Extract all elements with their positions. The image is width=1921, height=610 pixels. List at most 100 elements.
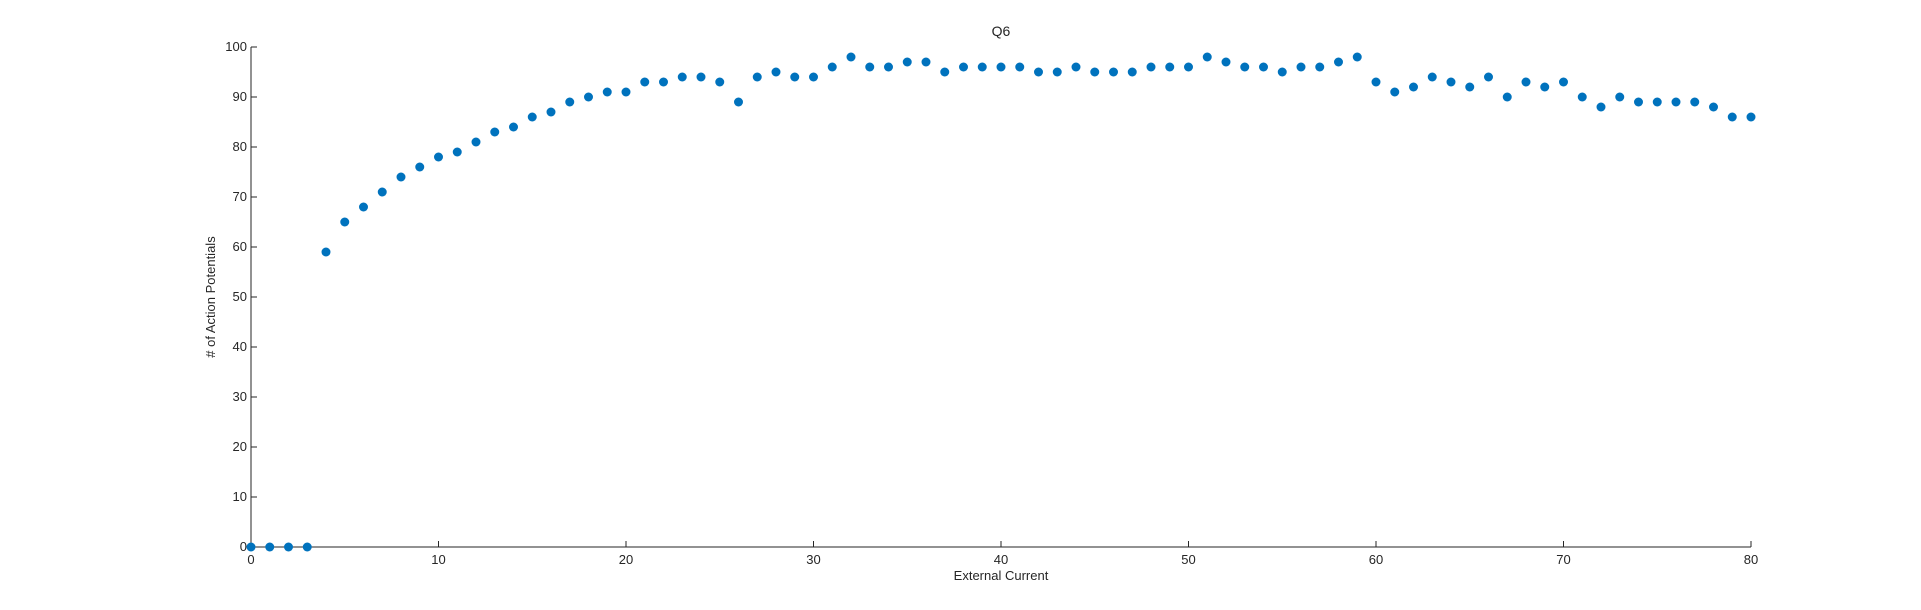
- data-point: [1296, 62, 1306, 72]
- x-tick-label: 30: [806, 552, 820, 567]
- y-axis-title: # of Action Potentials: [203, 236, 218, 358]
- data-point: [959, 62, 968, 72]
- data-point: [1652, 97, 1662, 107]
- y-tick-label: 50: [233, 289, 247, 304]
- x-tick-label: 40: [994, 552, 1008, 567]
- data-point: [284, 542, 293, 552]
- data-point: [621, 87, 631, 97]
- data-point: [1334, 57, 1343, 67]
- data-point: [377, 187, 387, 197]
- data-point: [1671, 97, 1681, 107]
- data-point: [809, 72, 818, 82]
- data-point: [340, 217, 350, 227]
- data-point: [977, 62, 987, 72]
- y-tick-label: 60: [233, 239, 247, 254]
- data-point: [1034, 67, 1043, 77]
- data-point: [1615, 92, 1625, 102]
- y-tick-label: 90: [233, 89, 247, 104]
- data-point: [940, 67, 950, 77]
- data-point: [1109, 67, 1118, 77]
- data-point: [865, 62, 875, 72]
- data-point: [1521, 77, 1531, 87]
- data-point: [527, 112, 537, 122]
- data-point: [1746, 112, 1756, 122]
- x-tick-label: 50: [1181, 552, 1195, 567]
- x-tick-label: 80: [1744, 552, 1758, 567]
- data-point: [1146, 62, 1156, 72]
- data-point: [1240, 62, 1250, 72]
- x-tick-label: 0: [247, 552, 254, 567]
- data-point: [996, 62, 1006, 72]
- y-tick-label: 100: [225, 39, 247, 54]
- data-point: [1052, 67, 1062, 77]
- x-axis-title: External Current: [954, 568, 1049, 583]
- data-point: [1465, 82, 1475, 92]
- data-point: [1484, 72, 1493, 82]
- data-point: [509, 122, 518, 132]
- chart-title: Q6: [992, 23, 1011, 39]
- data-point: [1371, 77, 1381, 87]
- data-point: [846, 52, 856, 62]
- data-point: [246, 542, 256, 552]
- data-point: [321, 247, 331, 257]
- data-point: [1559, 77, 1568, 87]
- data-point: [827, 62, 837, 72]
- x-tick-label: 10: [431, 552, 445, 567]
- data-point: [1727, 112, 1737, 122]
- plot-area: [251, 47, 1751, 547]
- data-point: [715, 77, 725, 87]
- data-point: [1202, 52, 1212, 62]
- data-points: [246, 52, 1756, 552]
- data-point: [302, 542, 312, 552]
- data-point: [1165, 62, 1175, 72]
- y-tick-label: 80: [233, 139, 247, 154]
- data-point: [752, 72, 762, 82]
- data-point: [359, 202, 368, 212]
- data-point: [790, 72, 800, 82]
- y-ticks: 0 10 20 30 40 50 60 70 80 90 100: [225, 39, 257, 554]
- data-point: [1540, 82, 1550, 92]
- y-tick-label: 20: [233, 439, 247, 454]
- data-point: [734, 97, 743, 107]
- data-point: [1015, 62, 1025, 72]
- x-tick-label: 70: [1556, 552, 1570, 567]
- data-point: [1577, 92, 1587, 102]
- y-tick-label: 70: [233, 189, 247, 204]
- data-point: [584, 92, 593, 102]
- data-point: [1446, 77, 1456, 87]
- data-point: [265, 542, 275, 552]
- y-tick-label: 40: [233, 339, 247, 354]
- data-point: [921, 57, 931, 67]
- data-point: [565, 97, 575, 107]
- data-point: [1634, 97, 1643, 107]
- data-point: [396, 172, 406, 182]
- data-point: [677, 72, 687, 82]
- data-point: [902, 57, 912, 67]
- data-point: [640, 77, 650, 87]
- data-point: [696, 72, 706, 82]
- data-point: [490, 127, 500, 137]
- data-point: [1427, 72, 1437, 82]
- data-point: [1709, 102, 1718, 112]
- data-point: [1259, 62, 1268, 72]
- y-tick-label: 30: [233, 389, 247, 404]
- data-point: [1127, 67, 1137, 77]
- data-point: [884, 62, 893, 72]
- data-point: [471, 137, 481, 147]
- data-point: [1221, 57, 1231, 67]
- data-point: [659, 77, 668, 87]
- x-ticks: 0 10 20 30 40 50 60 70 80: [247, 541, 1758, 567]
- x-tick-label: 20: [619, 552, 633, 567]
- data-point: [1502, 92, 1512, 102]
- data-point: [1596, 102, 1606, 112]
- data-point: [434, 152, 443, 162]
- data-point: [1690, 97, 1700, 107]
- y-tick-label: 10: [233, 489, 247, 504]
- data-point: [602, 87, 612, 97]
- data-point: [452, 147, 462, 157]
- y-tick-label: 0: [240, 539, 247, 554]
- x-tick-label: 60: [1369, 552, 1383, 567]
- data-point: [1390, 87, 1400, 97]
- data-point: [1352, 52, 1362, 62]
